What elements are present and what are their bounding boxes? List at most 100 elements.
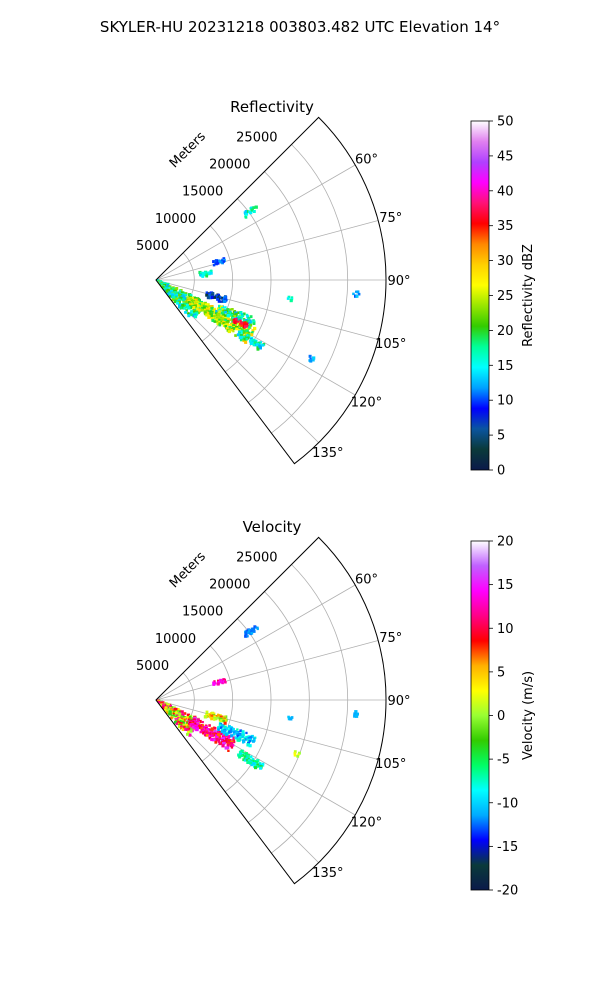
echo-gate — [243, 321, 247, 325]
echo-gate — [249, 761, 253, 765]
echo-gate — [231, 308, 234, 311]
echo-gate — [214, 740, 218, 744]
echo-gate — [239, 334, 243, 338]
echo-gate — [208, 271, 211, 274]
echo-gate — [225, 737, 228, 741]
azimuth-tick-label: 120° — [351, 396, 382, 411]
echo-gate — [245, 759, 248, 762]
colorbar-tick-label: 10 — [497, 394, 514, 409]
echo-gate — [171, 298, 175, 301]
echo-gate — [247, 318, 251, 322]
echo-gate — [184, 724, 188, 728]
echo-gate — [226, 743, 230, 747]
echo-gate — [185, 309, 188, 312]
echo-gate — [196, 718, 200, 722]
echo-gate — [190, 313, 193, 317]
reflectivity-panel: 60° 75° 90° 105° 120° 135° 5000 10000 15000 20000… — [136, 98, 536, 479]
echo-gate — [183, 297, 187, 301]
range-ring — [201, 225, 234, 342]
echo-gate — [183, 303, 187, 307]
echo-gate — [219, 300, 222, 303]
echo-gate — [250, 628, 254, 632]
echo-gate — [241, 735, 244, 738]
echo-gate — [218, 318, 221, 321]
echo-gate — [252, 343, 255, 347]
echo-gate — [192, 301, 196, 305]
echo-gate — [217, 733, 221, 737]
echo-gate — [169, 704, 172, 708]
echo-gate — [230, 742, 234, 745]
echo-gate — [253, 760, 257, 764]
echo-gate — [178, 710, 182, 713]
echo-gate — [161, 285, 165, 289]
echo-gate — [249, 315, 253, 319]
echo-gate — [178, 295, 181, 298]
echo-gate — [203, 715, 208, 719]
echo-gate — [252, 762, 256, 766]
echo-gate — [199, 305, 203, 309]
echo-gate — [235, 731, 239, 735]
echo-gate — [220, 729, 224, 733]
echo-gate — [210, 737, 214, 742]
echo-gate — [183, 725, 186, 729]
echo-gate — [249, 319, 252, 322]
echo-gate — [195, 298, 198, 301]
echo-gate — [252, 320, 256, 324]
echo-gate — [202, 729, 205, 732]
echo-gate — [178, 712, 182, 716]
echo-gate — [227, 734, 231, 739]
echo-gate — [172, 295, 176, 299]
echo-gate — [242, 312, 246, 316]
echo-gate — [232, 330, 235, 333]
echo-gate — [168, 293, 171, 296]
echo-gate — [217, 740, 220, 743]
echo-gate — [212, 682, 216, 686]
colorbar-tick-label: 15 — [497, 359, 514, 374]
echo-gate — [244, 634, 248, 638]
echo-gate — [213, 316, 216, 320]
echo-gate — [215, 320, 219, 324]
echo-gate — [219, 719, 223, 723]
echo-gate — [250, 734, 254, 739]
echo-gate — [224, 314, 227, 317]
echo-gate — [213, 718, 216, 721]
echo-gate — [182, 306, 186, 310]
echo-gate — [178, 289, 182, 292]
echo-gate — [187, 301, 191, 304]
echo-gate — [219, 726, 223, 729]
echo-gate — [239, 737, 242, 740]
echo-gate — [214, 314, 218, 317]
echo-gate — [186, 728, 189, 731]
echo-gate — [238, 755, 242, 759]
azimuth-tick-label: 75° — [379, 631, 402, 646]
echo-gate — [226, 323, 230, 327]
echo-gate — [218, 737, 221, 740]
echo-gate — [222, 680, 226, 683]
echo-gate — [178, 716, 182, 719]
echo-gate — [165, 709, 168, 712]
echo-gate — [251, 627, 256, 631]
range-axis-label: Meters — [167, 129, 209, 171]
echo-gate — [236, 734, 240, 738]
echo-gate — [202, 271, 206, 276]
echo-gate — [224, 746, 228, 750]
echo-gate — [245, 338, 248, 341]
echo-gate — [256, 759, 260, 763]
echo-gate — [236, 737, 239, 740]
echo-gate — [245, 629, 249, 633]
echo-gate — [170, 711, 174, 715]
echo-gate — [220, 742, 223, 745]
echo-gate — [204, 303, 208, 307]
azimuth-gridline — [155, 584, 356, 701]
echo-gate — [355, 290, 358, 293]
echo-gate — [191, 723, 195, 727]
echo-gate — [208, 737, 212, 740]
range-tick-label: 25000 — [236, 130, 277, 145]
echo-gate — [173, 710, 176, 713]
echo-gate — [201, 721, 204, 724]
echo-gate — [202, 731, 206, 735]
echo-gate — [244, 631, 248, 635]
colorbar-tick-label: 20 — [497, 324, 514, 339]
echo-gate — [217, 739, 220, 742]
echo-gate — [214, 262, 218, 266]
